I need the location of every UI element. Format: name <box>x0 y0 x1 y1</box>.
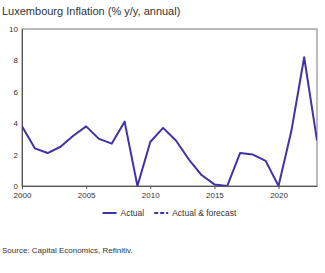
y-tick: 0 <box>14 182 22 191</box>
series-line <box>22 57 317 186</box>
x-tick: 2005 <box>78 186 96 200</box>
x-axis: 2000 2005 2010 2015 2020 <box>14 186 318 200</box>
y-tick: 8 <box>14 56 22 65</box>
title: Luxembourg Inflation (% y/y, annual) <box>2 5 180 17</box>
x-tick-mark <box>279 186 280 189</box>
x-tick: 2020 <box>270 186 288 200</box>
y-tick-label: 0 <box>14 182 19 191</box>
legend-item: Actual <box>103 208 145 218</box>
x-tick-mark <box>86 186 87 189</box>
y-tick: 10 <box>9 25 22 34</box>
y-axis: 0 2 4 6 8 10 <box>9 25 22 191</box>
plot-frame <box>22 29 317 186</box>
x-tick-label: 2005 <box>78 191 96 200</box>
legend-swatch <box>154 212 168 214</box>
y-axis-line <box>22 30 23 187</box>
y-tick-label: 8 <box>14 56 19 65</box>
x-tick: 2010 <box>142 186 160 200</box>
source: Source: Capital Economics, Refinitiv. <box>2 246 133 255</box>
x-tick-label: 2015 <box>206 191 224 200</box>
x-tick-label: 2000 <box>14 191 32 200</box>
x-tick-mark <box>214 186 215 189</box>
lines <box>22 57 317 186</box>
y-tick: 2 <box>14 151 22 160</box>
legend-item: Actual & forecast <box>154 208 237 218</box>
x-tick-label: 2010 <box>142 191 160 200</box>
x-tick: 2015 <box>206 186 224 200</box>
legend-label: Actual & forecast <box>172 208 237 218</box>
chart: Luxembourg Inflation (% y/y, annual) 2000… <box>0 0 325 273</box>
x-tick-mark <box>150 186 151 189</box>
x-tick-label: 2020 <box>270 191 288 200</box>
y-tick-label: 2 <box>14 151 19 160</box>
y-tick: 6 <box>14 88 22 97</box>
x-axis-line <box>23 186 318 187</box>
legend-label: Actual <box>121 208 145 218</box>
plot: 2000 2005 2010 2015 2020 0 2 4 6 8 10 <box>9 25 317 200</box>
y-tick-label: 10 <box>9 25 18 34</box>
y-tick-label: 4 <box>14 119 19 128</box>
legend: Actual Actual & forecast <box>103 208 238 218</box>
legend-swatch <box>103 212 117 214</box>
y-tick: 4 <box>14 119 22 128</box>
y-tick-label: 6 <box>14 88 19 97</box>
